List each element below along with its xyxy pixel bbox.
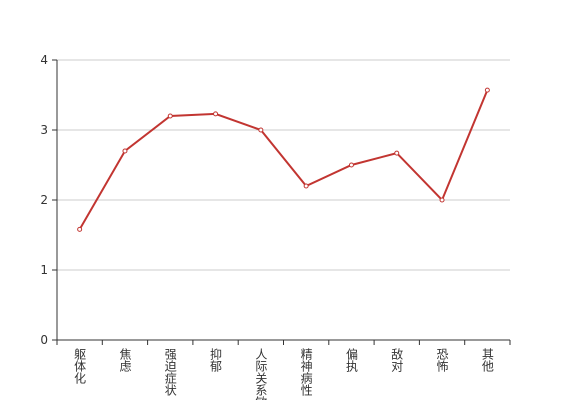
x-tick-label: 其他	[480, 348, 494, 372]
y-tick-label: 2	[40, 193, 48, 207]
y-tick-label: 0	[40, 333, 48, 347]
x-tick-label: 焦虑	[118, 348, 132, 372]
point	[77, 226, 83, 232]
x-tick-label: 人际关系敏感	[254, 348, 268, 400]
x-tick-label: 抑郁	[209, 347, 223, 373]
point	[122, 148, 128, 154]
point	[348, 162, 354, 168]
x-tick-label: 精神病性	[299, 348, 313, 397]
point	[213, 111, 219, 117]
point	[439, 197, 445, 203]
x-tick-label: 敌对	[390, 347, 404, 372]
point	[303, 183, 309, 189]
point	[167, 113, 173, 119]
x-tick-label: 恐怖	[435, 348, 449, 372]
point	[258, 127, 264, 133]
x-tick-label: 强迫症状	[163, 348, 177, 396]
x-tick-label: 躯体化	[73, 347, 87, 385]
line	[78, 89, 489, 230]
y-tick-label: 3	[40, 123, 48, 137]
point	[484, 87, 490, 93]
y-tick-label: 1	[40, 263, 48, 277]
y-tick-label: 4	[40, 53, 48, 67]
point	[394, 150, 400, 156]
x-tick-label: 偏执	[344, 347, 358, 373]
